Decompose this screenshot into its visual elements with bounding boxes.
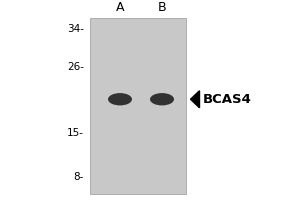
Text: 34-: 34- bbox=[67, 24, 84, 34]
Ellipse shape bbox=[108, 93, 132, 105]
Text: BCAS4: BCAS4 bbox=[202, 93, 251, 106]
Bar bbox=[90, 18, 186, 194]
Text: 15-: 15- bbox=[67, 128, 84, 138]
Ellipse shape bbox=[150, 93, 174, 105]
Text: A: A bbox=[116, 1, 124, 14]
Text: 26-: 26- bbox=[67, 62, 84, 72]
Polygon shape bbox=[190, 91, 200, 108]
Text: B: B bbox=[158, 1, 166, 14]
Text: 8-: 8- bbox=[74, 172, 84, 182]
